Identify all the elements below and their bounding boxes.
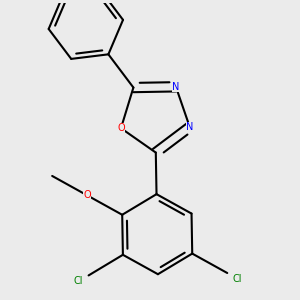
Text: Cl: Cl <box>74 276 83 286</box>
Text: O: O <box>83 190 91 200</box>
Text: N: N <box>172 82 180 92</box>
Text: Cl: Cl <box>233 274 242 284</box>
Text: O: O <box>117 123 125 133</box>
Text: N: N <box>186 122 194 132</box>
